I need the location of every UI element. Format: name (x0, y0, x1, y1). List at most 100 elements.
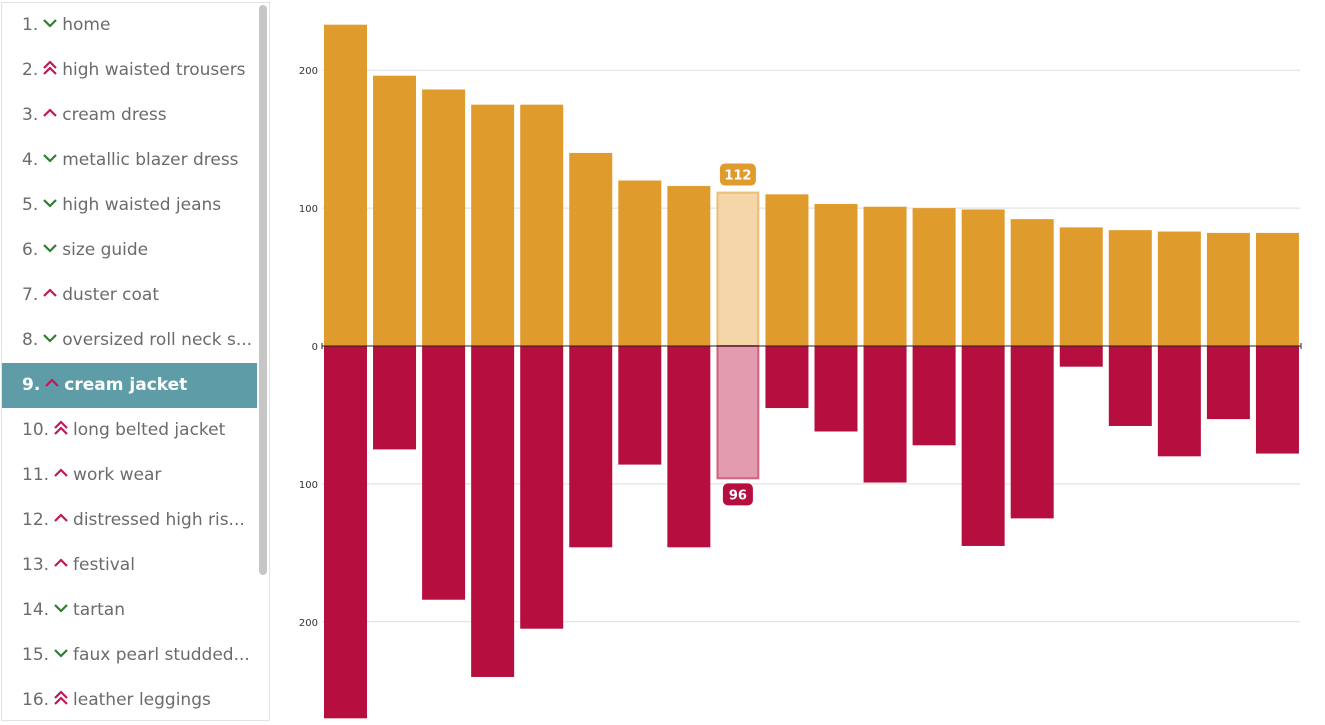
bar-positive[interactable] (765, 194, 809, 346)
item-label: faux pearl studded... (73, 645, 250, 665)
bar-negative[interactable] (1206, 346, 1250, 420)
bar-negative[interactable] (618, 346, 662, 465)
item-rank: 1. (22, 15, 39, 35)
bar-negative[interactable] (961, 346, 1005, 546)
value-badge-positive-text: 112 (724, 169, 751, 184)
list-item[interactable]: 5. high waisted jeans (2, 183, 257, 228)
bar-positive[interactable] (471, 104, 515, 346)
bar-chart: 200 100 0 100 200 112 96 (270, 0, 1325, 725)
item-label: cream jacket (64, 375, 188, 395)
bar-positive[interactable] (667, 186, 711, 346)
bar-positive[interactable] (961, 209, 1005, 346)
chevron-down-icon (42, 242, 60, 254)
bar-positive[interactable] (912, 208, 956, 346)
chevron-up-icon (42, 287, 60, 299)
item-label: leather leggings (73, 690, 211, 710)
bar-positive[interactable] (1059, 227, 1103, 346)
list-item[interactable]: 14. tartan (2, 588, 257, 633)
bar-positive[interactable] (814, 203, 858, 346)
bar-negative[interactable] (520, 346, 564, 629)
bar-positive[interactable] (618, 180, 662, 346)
bar-positive[interactable] (373, 75, 417, 346)
chart-svg: 200 100 0 100 200 112 96 (299, 24, 1302, 719)
chevron-down-icon (42, 197, 60, 209)
bar-positive[interactable] (863, 206, 907, 346)
item-rank: 11. (22, 465, 50, 485)
list-item[interactable]: 10. long belted jacket (2, 408, 257, 453)
bar-positive[interactable] (422, 89, 466, 347)
bar-negative[interactable] (569, 346, 613, 548)
list-item[interactable]: 2. high waisted trousers (2, 48, 257, 93)
list-item[interactable]: 8. oversized roll neck s... (2, 318, 257, 363)
bar-negative[interactable] (1108, 346, 1152, 426)
item-label: oversized roll neck s... (62, 330, 253, 350)
chevron-down-icon (53, 647, 71, 659)
sidebar-scrollbar[interactable] (259, 5, 267, 575)
list-item[interactable]: 11. work wear (2, 453, 257, 498)
list-item[interactable]: 7. duster coat (2, 273, 257, 318)
chevron-down-icon (42, 152, 60, 164)
double-chevron-up-icon (53, 420, 71, 436)
search-term-items: 1. home 2. high waisted trousers 3. cream dre… (2, 3, 257, 720)
list-item[interactable]: 1. home (2, 3, 257, 48)
bar-positive[interactable] (1206, 232, 1250, 346)
chevron-up-icon (44, 377, 62, 389)
chevron-down-icon (53, 602, 71, 614)
item-rank: 6. (22, 240, 39, 260)
item-rank: 5. (22, 195, 39, 215)
search-term-list: 1. home 2. high waisted trousers 3. cream dre… (1, 2, 270, 721)
bar-positive[interactable] (324, 24, 367, 347)
list-item[interactable]: 4. metallic blazer dress (2, 138, 257, 183)
item-rank: 10. (22, 420, 50, 440)
bar-negative[interactable] (1059, 346, 1103, 367)
list-item[interactable]: 12. distressed high ris... (2, 498, 257, 543)
list-item[interactable]: 16. leather leggings (2, 678, 257, 720)
item-label: high waisted trousers (62, 60, 246, 80)
bar-negative[interactable] (912, 346, 956, 446)
list-item[interactable]: 13. festival (2, 543, 257, 588)
item-rank: 9. (22, 375, 41, 395)
bar-positive[interactable] (716, 191, 760, 347)
item-rank: 13. (22, 555, 50, 575)
bar-negative[interactable] (471, 346, 515, 677)
chevron-up-icon (53, 467, 71, 479)
y-tick-label: 200 (299, 618, 318, 629)
bar-positive[interactable] (520, 104, 564, 346)
bar-negative[interactable] (716, 345, 760, 480)
chevron-down-icon (42, 17, 60, 29)
bar-negative[interactable] (814, 346, 858, 432)
item-label: long belted jacket (73, 420, 226, 440)
list-item[interactable]: 6. size guide (2, 228, 257, 273)
bar-negative[interactable] (863, 346, 907, 483)
chevron-up-icon (42, 107, 60, 119)
list-item[interactable]: 9. cream jacket (2, 363, 257, 408)
chevron-up-icon (53, 512, 71, 524)
value-badge-negative (722, 483, 753, 506)
bar-positive[interactable] (1255, 232, 1299, 346)
bar-negative[interactable] (1157, 346, 1201, 457)
item-rank: 15. (22, 645, 50, 665)
item-label: high waisted jeans (62, 195, 222, 215)
bar-negative[interactable] (1255, 346, 1299, 454)
chevron-up-icon (53, 557, 71, 569)
bar-negative[interactable] (1010, 346, 1054, 519)
y-tick-label: 0 (312, 342, 318, 353)
bar-negative[interactable] (324, 346, 367, 719)
chevron-down-icon (42, 332, 60, 344)
bar-positive[interactable] (569, 152, 613, 346)
item-label: work wear (73, 465, 162, 485)
item-rank: 3. (22, 105, 39, 125)
bar-negative[interactable] (373, 346, 417, 450)
bar-negative[interactable] (422, 346, 466, 600)
bar-positive[interactable] (1010, 219, 1054, 346)
bar-negative[interactable] (765, 346, 809, 409)
item-label: duster coat (62, 285, 160, 305)
item-label: distressed high ris... (73, 510, 245, 530)
bar-positive[interactable] (1108, 230, 1152, 346)
bar-positive[interactable] (1157, 231, 1201, 346)
list-item[interactable]: 15. faux pearl studded... (2, 633, 257, 678)
bar-negative[interactable] (667, 346, 711, 548)
list-item[interactable]: 3. cream dress (2, 93, 257, 138)
y-tick-label: 200 (299, 66, 318, 77)
item-rank: 4. (22, 150, 39, 170)
